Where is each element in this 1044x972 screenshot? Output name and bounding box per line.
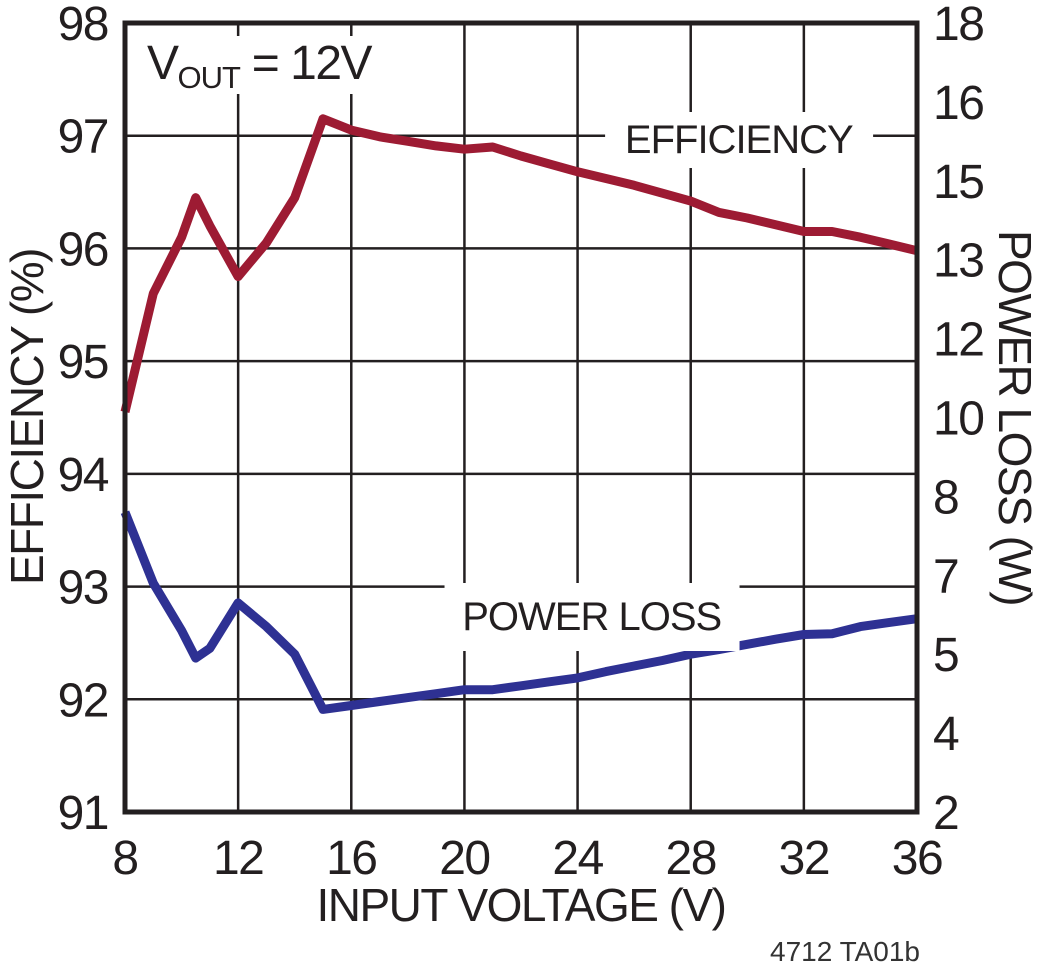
left-tick-label-97: 97 bbox=[58, 111, 108, 164]
right-tick-label-12-4: 12 bbox=[933, 314, 983, 367]
right-tick-label-15-2: 15 bbox=[933, 156, 983, 209]
x-axis-title: INPUT VOLTAGE (V) bbox=[316, 879, 727, 931]
left-axis-title: EFFICIENCY (%) bbox=[1, 249, 53, 586]
figure-reference-code: 4712 TA01b bbox=[770, 936, 920, 967]
efficiency-curve bbox=[120, 114, 919, 413]
left-tick-label-95: 95 bbox=[58, 336, 108, 389]
right-tick-label-8-6: 8 bbox=[933, 471, 958, 524]
right-tick-label-5-8: 5 bbox=[933, 629, 958, 682]
right-tick-label-4-9: 4 bbox=[933, 708, 959, 761]
left-tick-label-98: 98 bbox=[58, 0, 108, 51]
x-tick-label-20: 20 bbox=[439, 832, 489, 885]
right-tick-label-13-3: 13 bbox=[933, 235, 983, 288]
power-loss-curve-label: POWER LOSS bbox=[444, 583, 740, 651]
left-tick-label-93: 93 bbox=[58, 562, 108, 615]
x-tick-label-28: 28 bbox=[666, 832, 716, 885]
right-tick-label-18-0: 18 bbox=[933, 0, 983, 51]
vout-var: V bbox=[147, 37, 179, 90]
right-axis-title: POWER LOSS (W) bbox=[989, 229, 1041, 606]
left-tick-label-91: 91 bbox=[58, 787, 108, 840]
x-tick-label-24: 24 bbox=[552, 832, 603, 885]
left-tick-label-92: 92 bbox=[58, 674, 108, 727]
right-tick-label-2-10: 2 bbox=[933, 787, 958, 840]
x-tick-label-36: 36 bbox=[892, 832, 942, 885]
right-tick-label-16-1: 16 bbox=[933, 77, 983, 130]
plot-border bbox=[122, 20, 920, 815]
efficiency-curve-label: EFFICIENCY bbox=[604, 112, 873, 169]
x-tick-label-8: 8 bbox=[112, 832, 137, 885]
left-tick-label-96: 96 bbox=[58, 223, 108, 276]
vout-value: = 12V bbox=[239, 37, 373, 90]
left-tick-label-94: 94 bbox=[58, 449, 109, 502]
vout-annotation: VOUT = 12V bbox=[145, 36, 382, 95]
x-tick-label-32: 32 bbox=[779, 832, 829, 885]
right-tick-label-10-5: 10 bbox=[933, 393, 983, 446]
vout-subscript: OUT bbox=[177, 60, 241, 95]
x-tick-label-12: 12 bbox=[213, 832, 263, 885]
right-tick-label-7-7: 7 bbox=[933, 550, 958, 603]
x-tick-label-16: 16 bbox=[326, 832, 376, 885]
power-loss-curve bbox=[120, 510, 918, 714]
